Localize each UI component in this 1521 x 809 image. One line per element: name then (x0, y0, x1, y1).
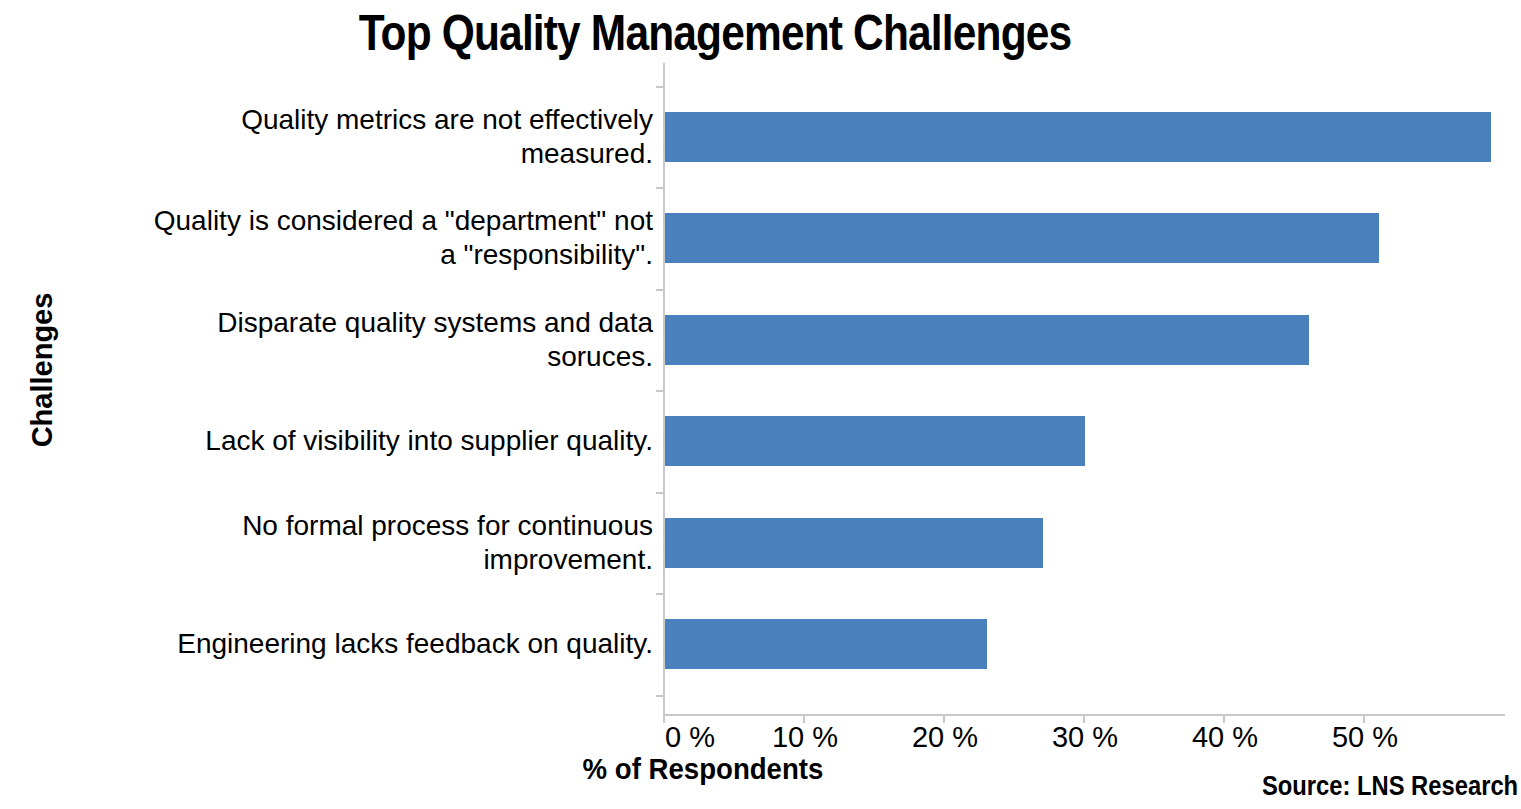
category-label: Engineering lacks feedback on quality. (73, 627, 653, 661)
category-label-line: Quality is considered a "department" not (73, 204, 653, 238)
bar (665, 213, 1379, 263)
category-label-line: improvement. (73, 543, 653, 577)
category-label-line: soruces. (73, 340, 653, 374)
category-label-line: a "responsibility". (73, 238, 653, 272)
bar-chart-figure: Top Quality Management Challenges Challe… (0, 0, 1521, 809)
x-tick-label: 20 % (912, 721, 978, 754)
category-label: No formal process for continuousimprovem… (73, 509, 653, 577)
x-tick-label: 50 % (1332, 721, 1398, 754)
category-label-line: measured. (73, 137, 653, 171)
bar (665, 315, 1309, 365)
x-tick-label: 0 % (665, 721, 715, 754)
y-axis-tick (656, 593, 663, 595)
category-label: Quality is considered a "department" not… (73, 204, 653, 272)
category-label-line: Disparate quality systems and data (73, 306, 653, 340)
y-axis-tick (656, 492, 663, 494)
bar (665, 518, 1043, 568)
category-label-line: No formal process for continuous (73, 509, 653, 543)
y-axis-tick (656, 86, 663, 88)
y-axis-tick (656, 289, 663, 291)
x-tick-label: 40 % (1192, 721, 1258, 754)
x-axis-label: % of Respondents (583, 752, 824, 786)
bar (665, 112, 1491, 162)
category-label: Lack of visibility into supplier quality… (73, 424, 653, 458)
category-label-line: Quality metrics are not effectively (73, 103, 653, 137)
chart-title: Top Quality Management Challenges (107, 4, 1323, 62)
category-label: Quality metrics are not effectivelymeasu… (73, 103, 653, 171)
bar (665, 619, 987, 669)
category-label: Disparate quality systems and datasoruce… (73, 306, 653, 374)
bar (665, 416, 1085, 466)
y-axis-label: Challenges (26, 293, 59, 448)
x-tick-label: 10 % (772, 721, 838, 754)
category-label-line: Engineering lacks feedback on quality. (73, 627, 653, 661)
y-axis-tick (656, 695, 663, 697)
y-axis-tick (656, 390, 663, 392)
source-credit: Source: LNS Research (1262, 771, 1518, 802)
x-tick-label: 30 % (1052, 721, 1118, 754)
category-label-line: Lack of visibility into supplier quality… (73, 424, 653, 458)
y-axis-tick (656, 187, 663, 189)
